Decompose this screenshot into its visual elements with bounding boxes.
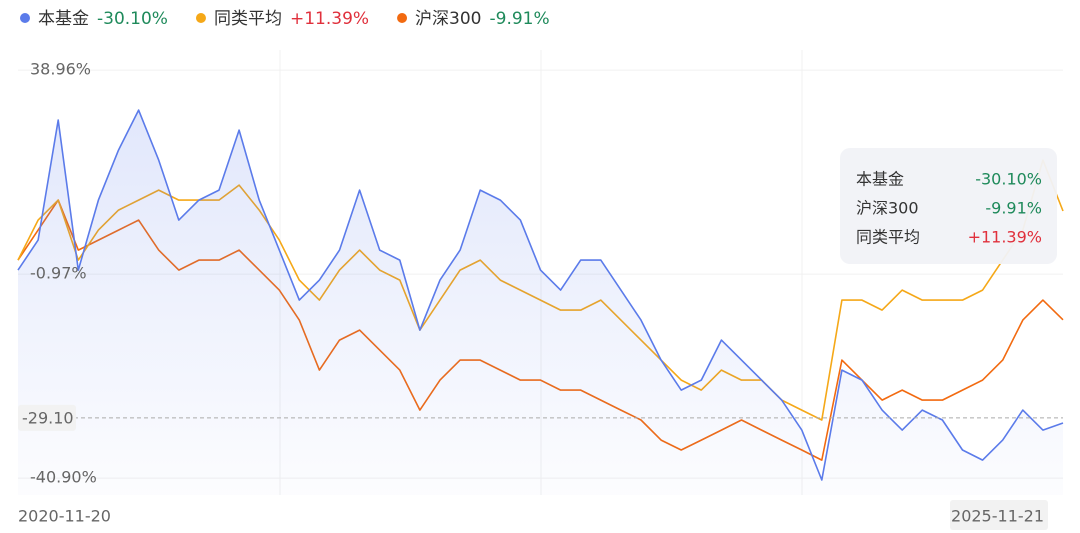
tooltip [840, 148, 1057, 264]
y-tick-label: 38.96% [30, 60, 91, 79]
legend-dot [195, 13, 206, 23]
y-tick-label: -0.97% [30, 264, 87, 283]
area [18, 110, 1063, 495]
x-label-bg [950, 500, 1048, 530]
tooltip-value: -30.10% [975, 170, 1042, 189]
legend-name: 沪深300 [415, 9, 481, 29]
reference-label-bg [18, 404, 76, 431]
legend-name: 本基金 [38, 9, 89, 29]
tooltip-value: +11.39% [968, 228, 1042, 247]
legend-value: -30.10% [97, 9, 168, 29]
tooltip-name: 同类平均 [856, 228, 920, 247]
line [17, 109, 1064, 481]
reference-label: -29.10 [22, 408, 74, 427]
legend-dot [20, 13, 30, 23]
overlay: 38.96% -0.97% -40.90% -29.10 2020-11-20 2025-… [18, 60, 1063, 530]
y-tick-label: -40.90% [30, 468, 97, 487]
tooltip-name: 沪深300 [856, 199, 919, 218]
x-tick-label: 2020-11-20 [18, 507, 111, 526]
tooltip-name: 本基金 [856, 170, 904, 189]
legend-name: 同类平均 [214, 9, 282, 29]
legend-value: -9.91% [490, 9, 550, 29]
lines [17, 109, 1064, 495]
x-tick-label: 2025-11-21 [951, 507, 1044, 526]
legend-dot [397, 13, 408, 23]
legend-value: +11.39% [290, 9, 369, 29]
tooltip-value: -9.91% [985, 199, 1042, 218]
